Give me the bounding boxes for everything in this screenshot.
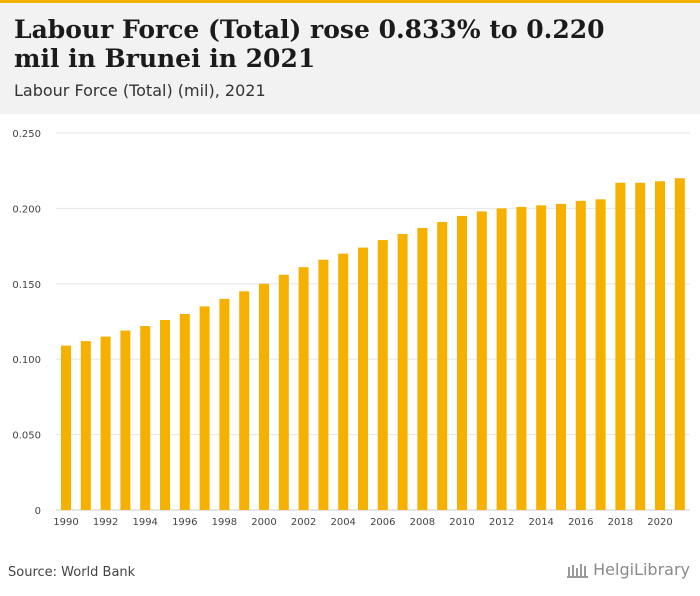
x-tick-label: 2014	[528, 517, 553, 528]
y-tick-label: 0.100	[12, 355, 41, 366]
source-note: Source: World Bank	[8, 565, 136, 580]
library-icon	[567, 563, 589, 578]
x-tick-label: 2012	[489, 517, 514, 528]
x-tick-label: 1990	[53, 517, 78, 528]
helgilibrary-logo[interactable]: HelgiLibrary	[567, 560, 690, 579]
y-tick-label: 0.050	[12, 431, 41, 442]
y-axis-ticks: 0 0.050 0.100 0.150 0.200 0.250	[12, 129, 41, 517]
x-tick-label: 1998	[212, 517, 237, 528]
x-tick-label: 2002	[291, 517, 316, 528]
bar-2009[interactable]	[437, 221, 448, 511]
x-tick-label: 2016	[568, 517, 593, 528]
bar-1995[interactable]	[160, 319, 170, 510]
top-accent-rule	[0, 0, 700, 3]
x-axis-ticks: 1990 1992 1994 1996 1998 2000 2002 2004 2006 2008…	[53, 517, 672, 528]
bar-2020[interactable]	[655, 181, 665, 511]
bar-2005[interactable]	[358, 247, 368, 510]
chart-area: 0 0.050 0.100 0.150 0.200 0.250 1990 1992 1994 1…	[0, 114, 700, 544]
chart-subtitle: Labour Force (Total) (mil), 2021	[14, 81, 266, 100]
bar-2003[interactable]	[318, 259, 329, 510]
bar-2015[interactable]	[556, 203, 566, 510]
bars	[61, 178, 685, 511]
y-tick-label: 0.250	[12, 129, 41, 140]
logo-text: HelgiLibrary	[593, 560, 690, 579]
bar-1998[interactable]	[219, 298, 230, 510]
bar-2016[interactable]	[575, 200, 586, 511]
bar-2000[interactable]	[259, 283, 269, 510]
bar-1999[interactable]	[239, 291, 250, 510]
bar-2013[interactable]	[516, 206, 527, 510]
bar-1990[interactable]	[61, 345, 71, 510]
bar-1992[interactable]	[100, 336, 111, 510]
bar-2018[interactable]	[615, 182, 626, 510]
y-tick-label: 0.150	[12, 280, 41, 291]
page-title: Labour Force (Total) rose 0.833% to 0.22…	[14, 15, 605, 73]
bar-2014[interactable]	[536, 205, 547, 510]
bar-2007[interactable]	[397, 234, 408, 510]
x-tick-label: 2010	[449, 517, 474, 528]
y-tick-label: 0	[35, 506, 41, 517]
bar-2011[interactable]	[476, 211, 487, 510]
bar-2019[interactable]	[635, 182, 646, 510]
x-tick-label: 1994	[132, 517, 157, 528]
bar-2001[interactable]	[278, 274, 289, 510]
x-tick-label: 1996	[172, 517, 197, 528]
bar-2017[interactable]	[595, 199, 606, 510]
bar-1993[interactable]	[120, 330, 131, 510]
bar-1994[interactable]	[140, 326, 151, 510]
bar-2012[interactable]	[496, 208, 507, 510]
x-tick-label: 1992	[93, 517, 118, 528]
x-tick-label: 2008	[410, 517, 435, 528]
bar-2006[interactable]	[377, 240, 388, 510]
bar-2002[interactable]	[298, 267, 309, 510]
bar-2004[interactable]	[338, 253, 349, 510]
grid-lines	[56, 132, 690, 511]
y-tick-label: 0.200	[12, 204, 41, 215]
x-tick-label: 2020	[647, 517, 672, 528]
bar-2010[interactable]	[457, 215, 467, 510]
bar-1997[interactable]	[199, 306, 210, 510]
x-tick-label: 2018	[608, 517, 633, 528]
bar-2008[interactable]	[417, 228, 428, 510]
x-tick-label: 2004	[330, 517, 355, 528]
bar-1991[interactable]	[80, 341, 91, 510]
bar-2021[interactable]	[674, 178, 685, 510]
chart-header: Labour Force (Total) rose 0.833% to 0.22…	[0, 3, 700, 114]
bar-1996[interactable]	[179, 313, 190, 510]
x-tick-label: 2000	[251, 517, 276, 528]
x-tick-label: 2006	[370, 517, 395, 528]
